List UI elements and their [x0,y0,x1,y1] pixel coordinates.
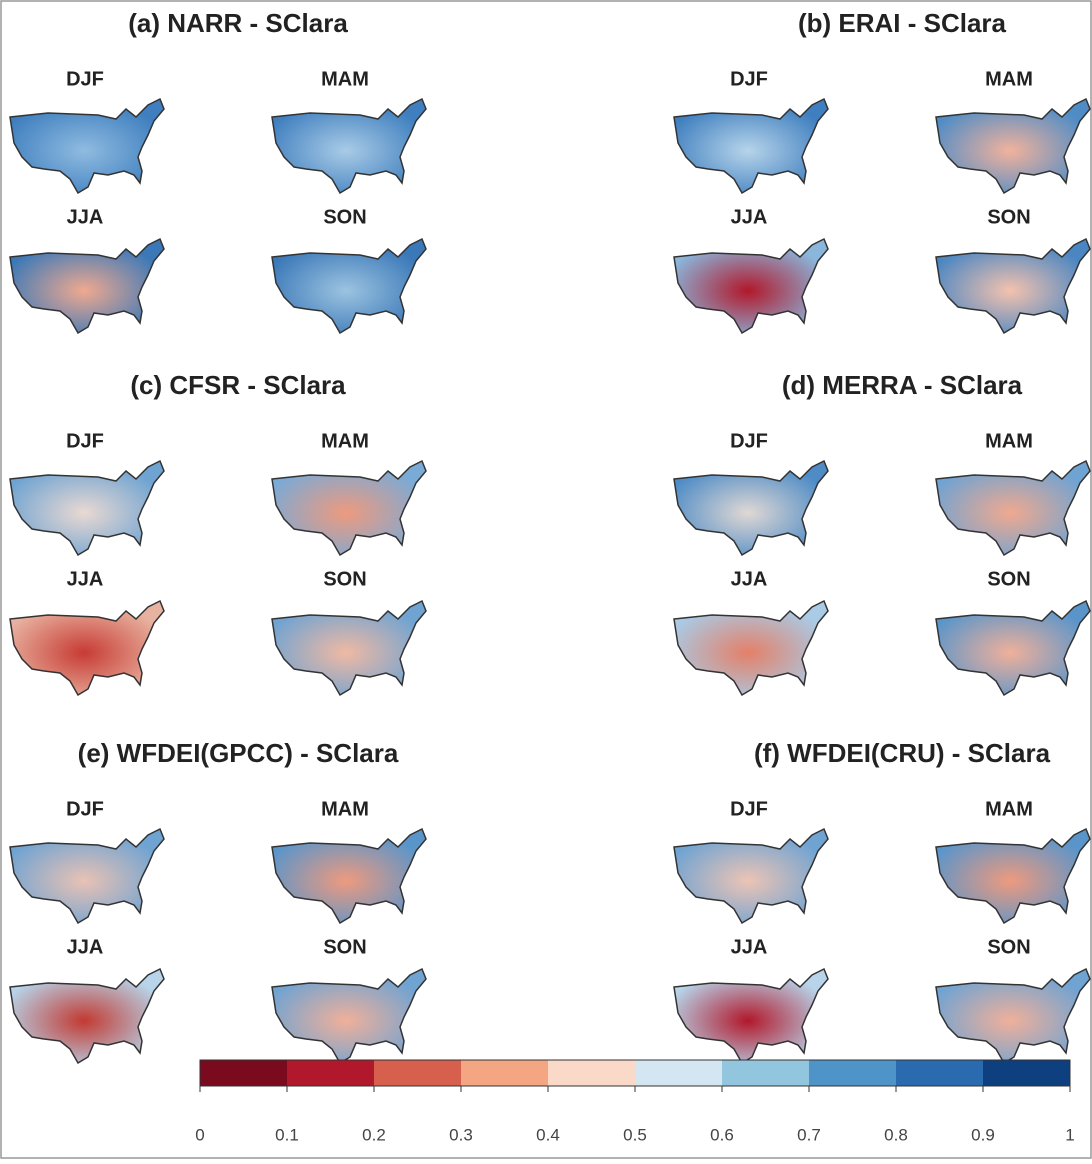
season-label: JJA [67,936,104,958]
season-label: DJF [730,798,768,820]
season-label: SON [323,936,366,958]
season-label: JJA [731,206,768,228]
colorbar-tick-label: 0.6 [710,1125,734,1144]
colorbar-segment [722,1060,809,1086]
season-label: JJA [67,206,104,228]
colorbar-tick-label: 0.9 [971,1125,995,1144]
frame [1,1,1091,1158]
colorbar-segment [983,1060,1070,1086]
panel-title: (b) ERAI - SClara [798,8,1007,38]
colorbar-tick-label: 0.8 [884,1125,908,1144]
colorbar-tick-label: 0.4 [536,1125,560,1144]
colorbar-segment [896,1060,983,1086]
panel-title: (d) MERRA - SClara [782,370,1023,400]
season-label: MAM [985,798,1033,820]
season-label: MAM [985,68,1033,90]
colorbar-segment [287,1060,374,1086]
season-label: DJF [730,430,768,452]
season-label: SON [987,568,1030,590]
season-label: MAM [321,430,369,452]
colorbar-tick-label: 0.2 [362,1125,386,1144]
figure: (a) NARR - SClara DJF MAM JJA SON (b) ERAI - … [0,0,1092,1159]
season-label: SON [323,568,366,590]
season-label: SON [987,936,1030,958]
panel-title: (f) WFDEI(CRU) - SClara [754,738,1051,768]
page: {"panels": [ {"title": "(a) NARR - SClar… [0,0,1092,1164]
colorbar-tick-label: 0.1 [275,1125,299,1144]
season-label: JJA [67,568,104,590]
season-label: MAM [321,798,369,820]
season-label: DJF [66,798,104,820]
season-label: DJF [730,68,768,90]
season-label: SON [987,206,1030,228]
season-label: MAM [321,68,369,90]
colorbar-tick-label: 1 [1065,1125,1074,1144]
season-label: DJF [66,430,104,452]
season-label: JJA [731,936,768,958]
colorbar-segment [374,1060,461,1086]
panel-title: (e) WFDEI(GPCC) - SClara [78,738,399,768]
colorbar-segment [548,1060,635,1086]
colorbar-segment [461,1060,548,1086]
season-label: SON [323,206,366,228]
season-label: JJA [731,568,768,590]
season-label: DJF [66,68,104,90]
season-label: MAM [985,430,1033,452]
colorbar-tick-label: 0.7 [797,1125,821,1144]
colorbar-tick-label: 0.5 [623,1125,647,1144]
colorbar-tick-label: 0 [195,1125,204,1144]
colorbar-segment [200,1060,287,1086]
panel-title: (c) CFSR - SClara [130,370,346,400]
panel-title: (a) NARR - SClara [128,8,348,38]
colorbar-tick-label: 0.3 [449,1125,473,1144]
colorbar-segment [635,1060,722,1086]
colorbar-segment [809,1060,896,1086]
